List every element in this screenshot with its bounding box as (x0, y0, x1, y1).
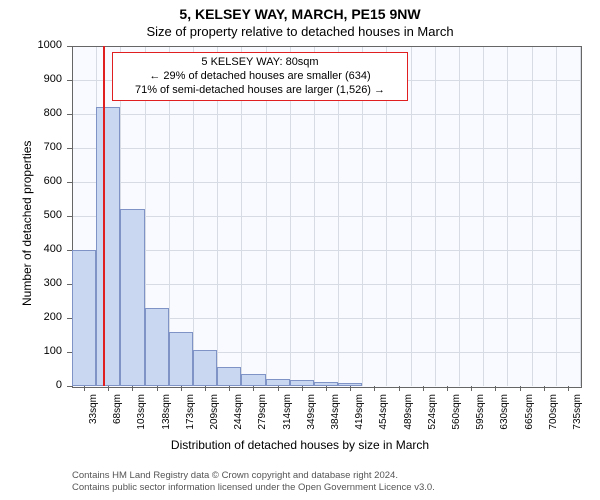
y-tick-label: 400 (22, 243, 62, 255)
gridline-x (532, 47, 533, 386)
x-tick (374, 386, 375, 391)
histogram-bar (217, 367, 241, 386)
y-tick (67, 148, 72, 149)
y-tick (67, 386, 72, 387)
x-tick (326, 386, 327, 391)
y-tick-label: 0 (22, 379, 62, 391)
y-tick (67, 80, 72, 81)
x-tick-label: 560sqm (451, 394, 462, 494)
x-tick (302, 386, 303, 391)
histogram-bar (266, 379, 290, 386)
histogram-bar (96, 107, 120, 386)
gridline-x (483, 47, 484, 386)
y-tick-label: 600 (22, 175, 62, 187)
gridline-x (556, 47, 557, 386)
x-tick-label: 595sqm (475, 394, 486, 494)
gridline-y (73, 114, 580, 115)
chart-container: { "title": { "text": "5, KELSEY WAY, MAR… (0, 0, 600, 500)
gridline-x (435, 47, 436, 386)
chart-subtitle: Size of property relative to detached ho… (0, 24, 600, 39)
x-tick (205, 386, 206, 391)
footer-line: Contains public sector information licen… (72, 482, 435, 494)
x-tick (84, 386, 85, 391)
footer-line: Contains HM Land Registry data © Crown c… (72, 470, 435, 482)
x-tick (471, 386, 472, 391)
x-tick-label: 735sqm (572, 394, 583, 494)
x-tick (399, 386, 400, 391)
x-tick (253, 386, 254, 391)
x-tick (544, 386, 545, 391)
annotation-line: 5 KELSEY WAY: 80sqm (119, 56, 401, 70)
gridline-y (73, 148, 580, 149)
x-tick (423, 386, 424, 391)
gridline-x (507, 47, 508, 386)
x-tick (132, 386, 133, 391)
y-tick-label: 200 (22, 311, 62, 323)
chart-title: 5, KELSEY WAY, MARCH, PE15 9NW (0, 6, 600, 22)
x-tick (520, 386, 521, 391)
x-tick-label: 700sqm (548, 394, 559, 494)
x-tick-label: 665sqm (524, 394, 535, 494)
x-tick (495, 386, 496, 391)
annotation-box: 5 KELSEY WAY: 80sqm← 29% of detached hou… (112, 52, 408, 101)
gridline-y (73, 216, 580, 217)
y-tick-label: 900 (22, 73, 62, 85)
x-tick (278, 386, 279, 391)
x-tick (229, 386, 230, 391)
property-marker-line (103, 46, 105, 386)
x-tick (181, 386, 182, 391)
y-tick-label: 500 (22, 209, 62, 221)
y-tick-label: 700 (22, 141, 62, 153)
gridline-x (580, 47, 581, 386)
y-tick (67, 114, 72, 115)
histogram-bar (241, 374, 265, 386)
x-tick (157, 386, 158, 391)
y-tick (67, 46, 72, 47)
histogram-bar (193, 350, 217, 386)
y-tick (67, 216, 72, 217)
histogram-bar (72, 250, 96, 386)
gridline-x (459, 47, 460, 386)
y-tick (67, 182, 72, 183)
y-tick-label: 100 (22, 345, 62, 357)
annotation-line: 71% of semi-detached houses are larger (… (119, 84, 401, 98)
gridline-x (411, 47, 412, 386)
x-tick (568, 386, 569, 391)
x-tick (350, 386, 351, 391)
gridline-y (73, 250, 580, 251)
y-tick-label: 300 (22, 277, 62, 289)
y-tick-label: 800 (22, 107, 62, 119)
x-tick (447, 386, 448, 391)
footer-attribution: Contains HM Land Registry data © Crown c… (72, 470, 435, 495)
x-tick (108, 386, 109, 391)
histogram-bar (120, 209, 144, 386)
gridline-y (73, 284, 580, 285)
x-tick-label: 630sqm (499, 394, 510, 494)
annotation-line: ← 29% of detached houses are smaller (63… (119, 70, 401, 84)
histogram-bar (169, 332, 193, 386)
gridline-y (73, 182, 580, 183)
histogram-bar (145, 308, 169, 386)
y-tick-label: 1000 (22, 39, 62, 51)
